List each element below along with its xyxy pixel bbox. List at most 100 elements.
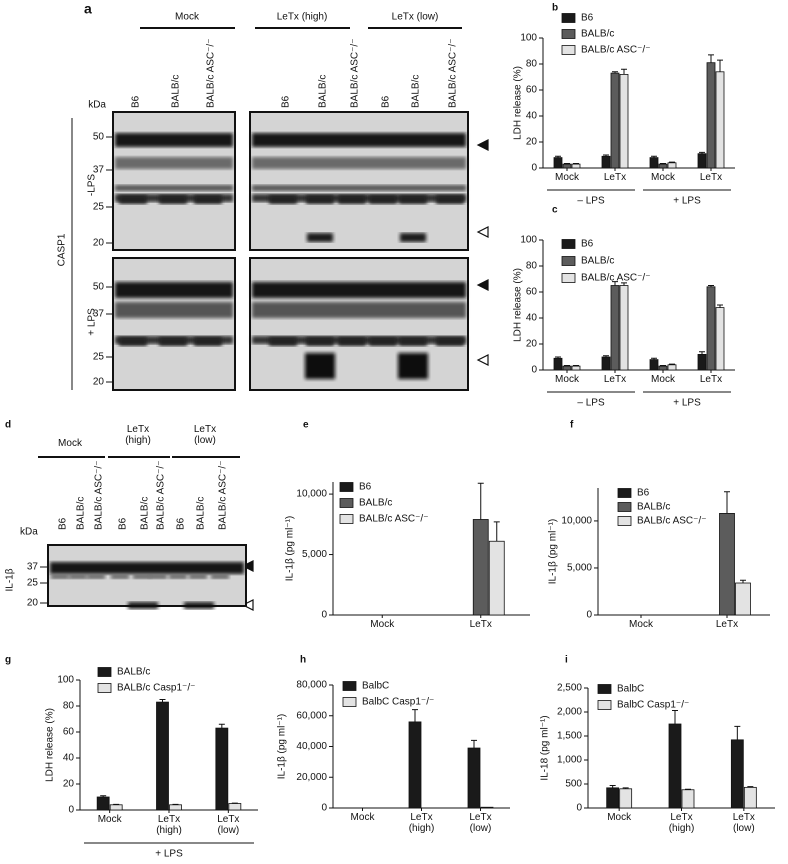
- bar: [667, 364, 677, 371]
- blot-panel: [250, 258, 468, 390]
- bar: [606, 787, 620, 809]
- bar: [649, 157, 659, 169]
- bar: [601, 155, 611, 169]
- lane-label: B6: [58, 517, 69, 530]
- legend-label: B6: [581, 13, 594, 24]
- arrow-cleaved: [476, 354, 489, 366]
- marker-label: 20: [27, 598, 39, 609]
- bar: [96, 796, 110, 811]
- error-bar: [573, 364, 579, 367]
- error-bar: [412, 709, 418, 722]
- blot-panel: [113, 112, 235, 250]
- x-tick-label: Mock: [350, 812, 375, 823]
- y-tick-label: 20,000: [296, 772, 327, 783]
- error-bar: [672, 710, 678, 724]
- group-label: – LPS: [577, 196, 605, 207]
- legend-swatch: [561, 256, 576, 266]
- error-bar: [564, 364, 570, 367]
- bar: [730, 739, 744, 809]
- group-header: LeTx (low): [193, 424, 217, 446]
- row-label: -LPS: [87, 174, 98, 197]
- blot-band: [51, 574, 69, 579]
- arrow-cleaved: [241, 599, 254, 611]
- marker-label: 25: [93, 202, 105, 213]
- legend-label: BALB/c Casp1⁻/⁻: [117, 683, 195, 694]
- error-bar: [612, 281, 618, 286]
- blot-band: [369, 337, 397, 346]
- cleaved-band: [400, 233, 426, 242]
- blot-band: [50, 562, 244, 574]
- blot-band: [194, 337, 222, 346]
- lane-label: BALB/c: [318, 75, 329, 108]
- error-bar: [622, 787, 629, 789]
- legend-swatch: [597, 684, 612, 694]
- blot-band: [111, 574, 129, 579]
- y-tick-label: 60: [526, 85, 538, 96]
- blot-band: [189, 574, 207, 579]
- error-bar: [100, 795, 107, 797]
- y-axis-label: IL-1β (pg ml⁻¹): [285, 516, 296, 581]
- y-tick-label: 0: [531, 163, 537, 174]
- bar: [668, 723, 682, 809]
- x-tick-label: Mock: [651, 172, 675, 183]
- blot-band: [149, 574, 167, 579]
- legend-label: BALB/c ASC⁻/⁻: [359, 514, 428, 525]
- group-header: Mock: [175, 12, 200, 23]
- bar: [169, 804, 182, 811]
- legend-label: BalbC: [617, 684, 644, 695]
- legend-label: BALB/c: [117, 667, 150, 678]
- lane-label: BALB/c: [140, 497, 151, 530]
- y-tick-label: 0: [321, 803, 327, 814]
- bar: [658, 365, 668, 371]
- blot-panel: [113, 258, 235, 390]
- y-tick-label: 20: [63, 779, 75, 790]
- marker-label: 25: [27, 578, 39, 589]
- marker-label: 25: [93, 352, 105, 363]
- y-tick-label: 40: [526, 111, 538, 122]
- error-bar: [669, 161, 675, 163]
- blot-band: [252, 185, 466, 191]
- bar: [571, 365, 581, 371]
- bar: [619, 285, 629, 371]
- y-tick-label: 1,500: [557, 731, 582, 742]
- x-tick-label: Mock: [555, 374, 579, 385]
- bar: [610, 72, 620, 169]
- panel-letter: d: [5, 420, 11, 431]
- arrow-cleaved: [476, 226, 489, 238]
- panel-letter: c: [552, 205, 558, 216]
- x-tick-label: LeTx (low): [217, 814, 240, 836]
- bar: [109, 804, 123, 811]
- bar: [601, 356, 611, 371]
- y-tick-label: 80: [526, 59, 538, 70]
- bar: [408, 721, 422, 809]
- blot-band: [211, 574, 229, 579]
- y-tick-label: 20: [526, 137, 538, 148]
- error-bar: [564, 162, 570, 165]
- bar: [681, 789, 695, 809]
- blot-band: [159, 195, 187, 204]
- x-tick-label: LeTx (high): [668, 812, 695, 834]
- y-axis-label: LDH release (%): [513, 268, 524, 342]
- blot-band: [115, 302, 233, 318]
- legend-label: BalbC Casp1⁻/⁻: [362, 697, 434, 708]
- blot-band: [338, 195, 366, 204]
- error-bar: [717, 304, 723, 308]
- row-label: + LPS: [87, 308, 98, 336]
- group-label: – LPS: [577, 398, 605, 409]
- blot-band: [115, 133, 233, 147]
- bar: [156, 701, 169, 811]
- error-bar: [493, 521, 500, 542]
- bar: [719, 513, 735, 616]
- lane-label: BALB/c: [411, 75, 422, 108]
- error-bar: [740, 579, 746, 584]
- x-tick-label: LeTx (low): [469, 812, 492, 834]
- group-header: LeTx (low): [392, 12, 439, 23]
- lane-label: B6: [381, 95, 392, 108]
- error-bar: [603, 154, 609, 157]
- legend-label: BalbC: [362, 681, 389, 692]
- y-tick-label: 100: [520, 235, 537, 246]
- blot-band: [252, 133, 466, 147]
- error-bar: [708, 54, 714, 63]
- bar: [472, 519, 489, 616]
- cleaved-band: [398, 353, 428, 379]
